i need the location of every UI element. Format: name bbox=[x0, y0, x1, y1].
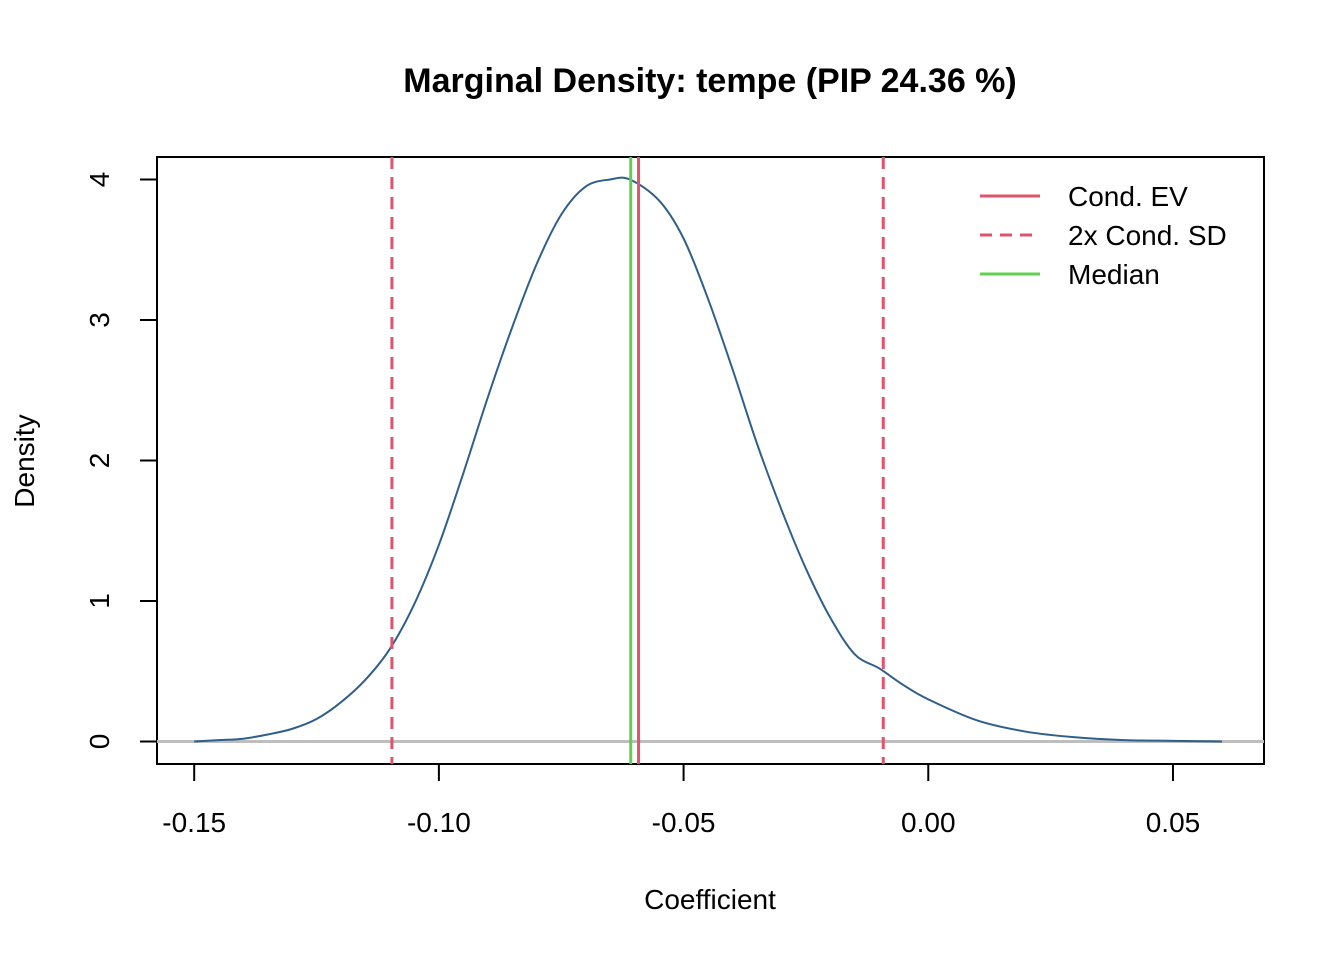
x-tick-label: -0.15 bbox=[162, 807, 226, 838]
y-axis: 0 1 2 3 4 bbox=[84, 172, 158, 750]
y-tick-label: 0 bbox=[84, 734, 115, 750]
y-axis-label: Density bbox=[9, 414, 40, 507]
x-tick-label: -0.05 bbox=[652, 807, 716, 838]
x-axis-label: Coefficient bbox=[644, 884, 776, 915]
x-tick-label: -0.10 bbox=[407, 807, 471, 838]
legend-label-2x-cond-sd: 2x Cond. SD bbox=[1068, 220, 1227, 251]
y-tick-label: 4 bbox=[84, 172, 115, 188]
chart-title: Marginal Density: tempe (PIP 24.36 %) bbox=[403, 62, 1016, 100]
y-tick-label: 1 bbox=[84, 593, 115, 609]
legend-label-median: Median bbox=[1068, 259, 1160, 290]
plot-area bbox=[157, 157, 1264, 764]
x-axis: -0.15 -0.10 -0.05 0.00 0.05 bbox=[162, 763, 1201, 838]
y-tick-label: 2 bbox=[84, 453, 115, 469]
x-tick-label: 0.00 bbox=[901, 807, 956, 838]
legend: Cond. EV 2x Cond. SD Median bbox=[980, 181, 1227, 290]
y-tick-label: 3 bbox=[84, 312, 115, 328]
legend-label-cond-ev: Cond. EV bbox=[1068, 181, 1188, 212]
x-tick-label: 0.05 bbox=[1146, 807, 1201, 838]
